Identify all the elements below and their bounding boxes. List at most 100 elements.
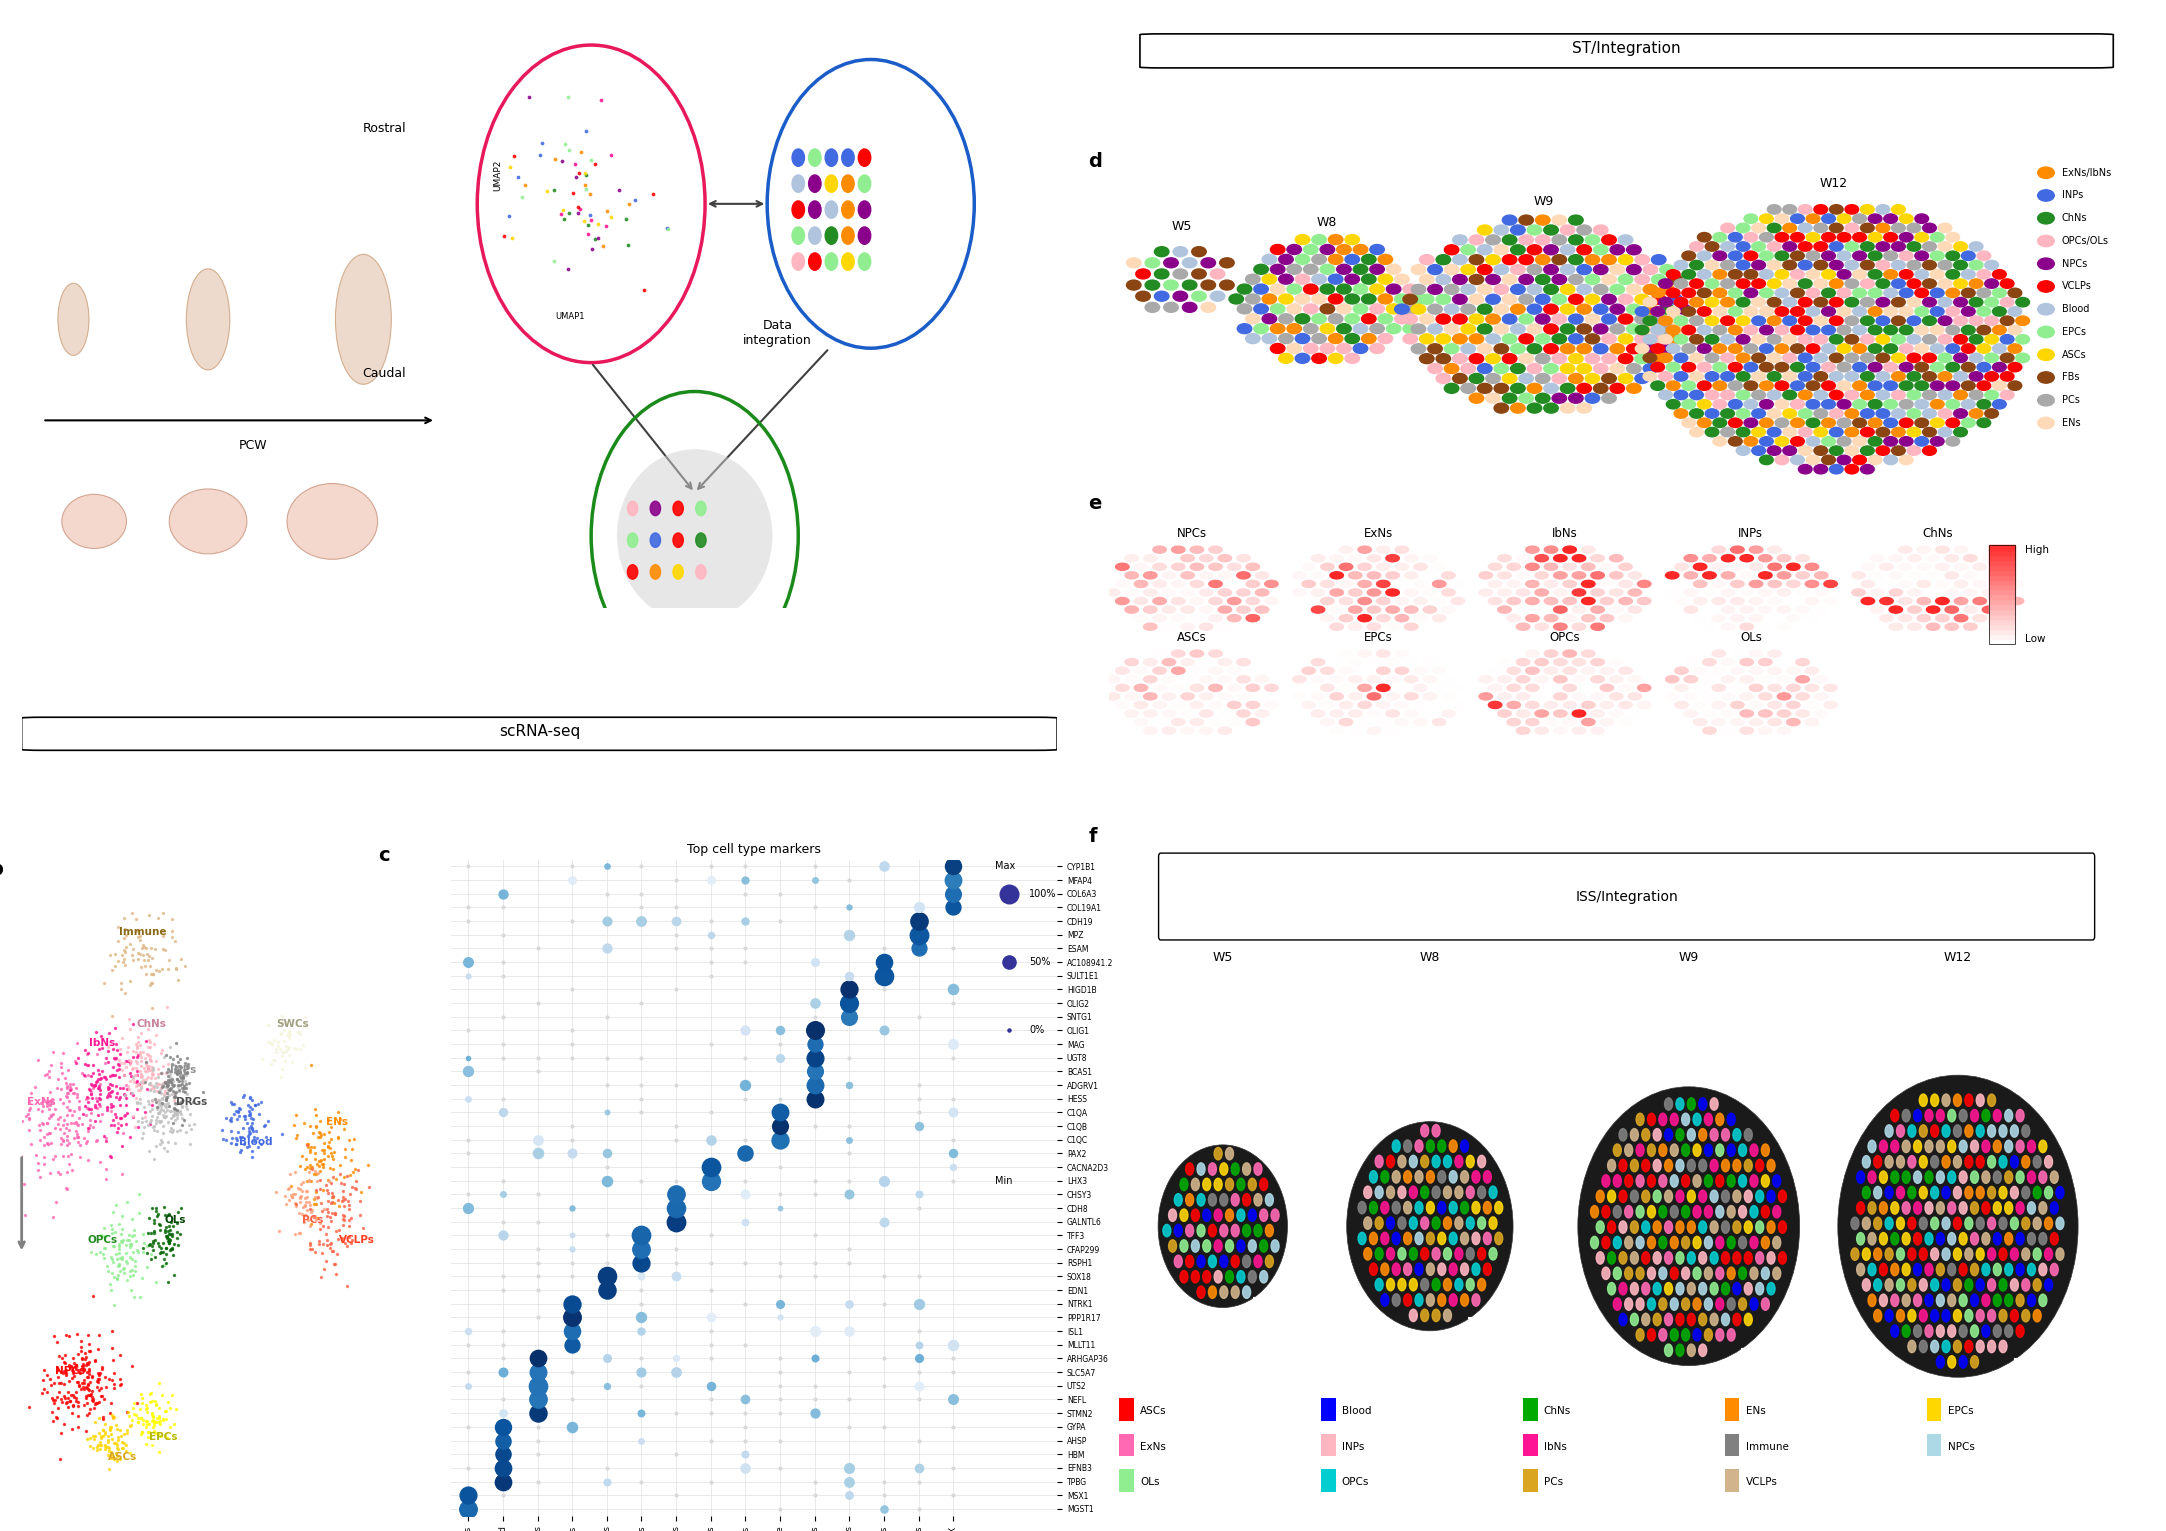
Circle shape [1378,718,1391,726]
Point [110,1078,145,1102]
Point [611,233,645,257]
Point [312,1130,347,1154]
Circle shape [1715,1205,1724,1219]
Circle shape [1960,1294,1967,1306]
Point [113,969,147,994]
Circle shape [1689,372,1702,381]
Point [56,1393,91,1418]
Point [156,1085,191,1110]
Circle shape [1884,344,1897,354]
Circle shape [1536,554,1549,562]
Point [325,1213,360,1237]
Circle shape [1469,374,1484,383]
Point [165,1196,199,1220]
Bar [1724,1470,1739,1491]
Circle shape [1926,571,1941,579]
Circle shape [1618,1220,1627,1234]
Point [762,1101,797,1125]
Point [136,1113,171,1138]
Point [167,1076,201,1101]
Text: VCLPs: VCLPs [340,1236,375,1245]
Circle shape [1553,710,1566,717]
Point [93,1442,128,1467]
Circle shape [1635,374,1648,383]
Point [95,1427,130,1451]
Circle shape [1698,233,1711,242]
Circle shape [1473,1232,1479,1245]
Point [561,194,596,219]
Circle shape [1310,658,1326,666]
Circle shape [1427,1171,1434,1183]
Point [496,144,531,168]
Point [336,1174,370,1199]
Circle shape [1564,547,1577,553]
Circle shape [1787,597,1800,605]
Circle shape [1198,1164,1204,1176]
Circle shape [1237,589,1250,596]
Point [832,923,866,948]
Circle shape [1915,363,1928,372]
Point [165,1105,199,1130]
Point [318,1252,353,1277]
Circle shape [1971,1202,1978,1214]
Point [82,1150,117,1174]
Circle shape [843,227,853,245]
Point [41,1370,76,1395]
Circle shape [1453,354,1466,364]
Circle shape [1358,597,1371,605]
Circle shape [1739,606,1754,612]
Title: Top cell type markers: Top cell type markers [687,842,821,856]
Circle shape [1694,597,1707,605]
Circle shape [1629,606,1642,612]
Circle shape [1880,1171,1887,1183]
Circle shape [1237,303,1252,314]
Point [269,1040,303,1064]
Circle shape [1479,675,1492,683]
Circle shape [1852,363,1867,372]
Circle shape [1923,427,1936,436]
Circle shape [1453,294,1466,305]
Point [100,1254,134,1278]
Circle shape [1733,1220,1741,1234]
Circle shape [1969,242,1982,251]
Circle shape [1510,363,1525,374]
Circle shape [1319,285,1334,294]
Point [554,1265,589,1289]
Point [624,1073,658,1098]
Circle shape [1659,265,1674,274]
Point [113,1125,147,1150]
Point [312,1205,347,1229]
Point [56,1352,91,1376]
Point [253,1032,288,1056]
Point [271,1188,305,1213]
Point [115,1396,149,1421]
Circle shape [1553,589,1566,596]
Point [61,1373,95,1398]
Circle shape [1722,658,1735,666]
Point [65,1102,100,1127]
Point [658,1209,693,1234]
Point [554,1237,589,1262]
Circle shape [1152,547,1165,553]
Point [87,1245,121,1269]
Circle shape [1900,363,1913,372]
Point [123,1040,158,1064]
Point [520,991,554,1015]
Point [154,1121,188,1145]
Circle shape [1635,274,1648,285]
Text: ChNs: ChNs [2062,213,2088,224]
Point [262,1036,297,1061]
Point [117,937,152,961]
Circle shape [1906,260,1921,269]
Point [520,1387,554,1412]
Point [61,1085,95,1110]
Point [132,1412,167,1436]
Point [113,1258,147,1283]
Circle shape [1778,623,1791,631]
Circle shape [1525,580,1540,588]
Point [93,1079,128,1104]
Circle shape [1209,563,1222,571]
Circle shape [1713,381,1726,390]
Ellipse shape [1347,1122,1514,1330]
Circle shape [858,201,871,219]
